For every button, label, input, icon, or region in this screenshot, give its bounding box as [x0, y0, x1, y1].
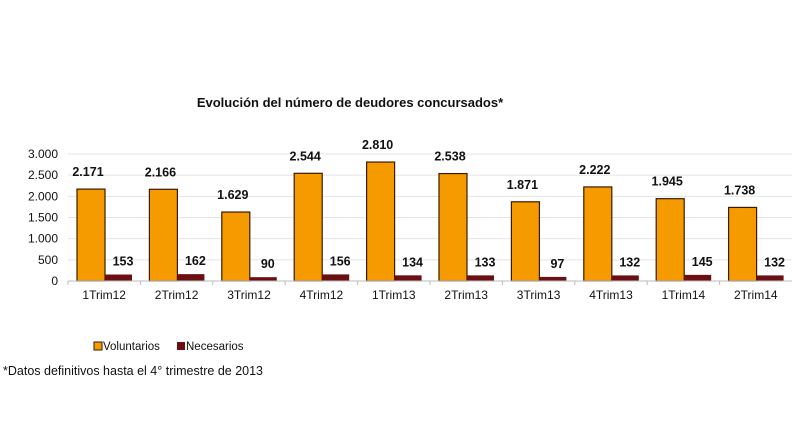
data-label-necesarios: 153 — [113, 255, 134, 269]
y-tick-label: 2.000 — [28, 189, 58, 203]
data-label-voluntarios: 1.945 — [652, 175, 683, 189]
data-label-necesarios: 90 — [261, 257, 275, 271]
data-label-necesarios: 133 — [475, 255, 496, 269]
bar-voluntarios — [727, 206, 758, 282]
bar-necesarios — [539, 276, 567, 281]
x-tick-label: 4Trim12 — [300, 288, 344, 302]
bars: 2.171 153 2.166 162 1.629 90 2.544 156 2.810 134 2… — [72, 138, 785, 282]
data-label-necesarios: 97 — [550, 257, 564, 271]
bar-necesarios — [756, 275, 784, 281]
bar-voluntarios — [148, 188, 178, 282]
data-label-voluntarios: 1.738 — [724, 183, 755, 197]
bar-necesarios — [322, 274, 350, 281]
data-label-voluntarios: 2.810 — [362, 138, 393, 152]
data-label-necesarios: 134 — [402, 255, 423, 269]
bar-voluntarios — [293, 172, 323, 282]
chart-title: Evolución del número de deudores concurs… — [197, 95, 504, 110]
x-axis: 1Trim12 2Trim12 3Trim12 4Trim12 1Trim13 2Trim… — [67, 280, 792, 302]
x-tick-label: 2Trim12 — [155, 288, 199, 302]
y-tick-label: 0 — [51, 274, 58, 288]
x-tick-label: 1Trim14 — [662, 288, 706, 302]
bar-voluntarios — [76, 188, 106, 282]
y-tick-label: 1.000 — [28, 232, 58, 246]
bar-voluntarios — [655, 198, 685, 282]
x-tick-label: 4Trim13 — [589, 288, 633, 302]
bar-voluntarios — [221, 211, 251, 282]
data-label-voluntarios: 2.166 — [145, 165, 176, 179]
bar-necesarios — [105, 274, 132, 281]
y-tick-label: 3.000 — [28, 147, 58, 161]
x-tick-label: 1Trim12 — [82, 288, 126, 302]
bar-necesarios — [684, 274, 712, 281]
x-tick-label: 1Trim13 — [372, 288, 416, 302]
bar-necesarios — [611, 275, 639, 281]
legend: Voluntarios Necesarios — [93, 341, 244, 353]
y-tick-label: 1.500 — [28, 211, 58, 225]
data-label-necesarios: 132 — [619, 255, 640, 269]
data-label-necesarios: 156 — [330, 254, 351, 268]
footnote: *Datos definitivos hasta el 4° trimestre… — [3, 364, 263, 378]
y-tick-label: 500 — [38, 253, 58, 267]
bar-necesarios — [467, 275, 494, 281]
data-label-voluntarios: 2.538 — [434, 150, 465, 164]
data-label-necesarios: 132 — [764, 255, 785, 269]
x-tick-label: 2Trim14 — [734, 288, 778, 302]
y-tick-label: 2.500 — [28, 168, 58, 182]
legend-swatch-necesarios — [177, 342, 185, 350]
data-label-voluntarios: 2.222 — [579, 163, 610, 177]
legend-swatch-voluntarios — [93, 341, 103, 351]
bar-necesarios — [249, 277, 277, 281]
data-label-voluntarios: 1.871 — [507, 178, 538, 192]
x-tick-label: 2Trim13 — [444, 288, 488, 302]
x-tick-label: 3Trim13 — [517, 288, 561, 302]
x-tick-label: 3Trim12 — [227, 288, 271, 302]
legend-label-voluntarios: Voluntarios — [103, 341, 160, 353]
bar-voluntarios — [366, 161, 396, 282]
y-axis: 0 500 1.000 1.500 2.000 2.500 3.000 — [28, 147, 58, 288]
bar-necesarios — [394, 275, 422, 281]
bar-voluntarios — [510, 201, 540, 282]
bar-necesarios — [177, 274, 205, 281]
data-label-necesarios: 145 — [692, 255, 713, 269]
data-label-voluntarios: 1.629 — [217, 188, 248, 202]
legend-label-necesarios: Necesarios — [186, 341, 244, 353]
bar-voluntarios — [583, 186, 613, 282]
bar-voluntarios — [438, 172, 468, 282]
data-label-necesarios: 162 — [185, 254, 206, 268]
data-label-voluntarios: 2.171 — [72, 165, 103, 179]
data-label-voluntarios: 2.544 — [290, 149, 321, 163]
